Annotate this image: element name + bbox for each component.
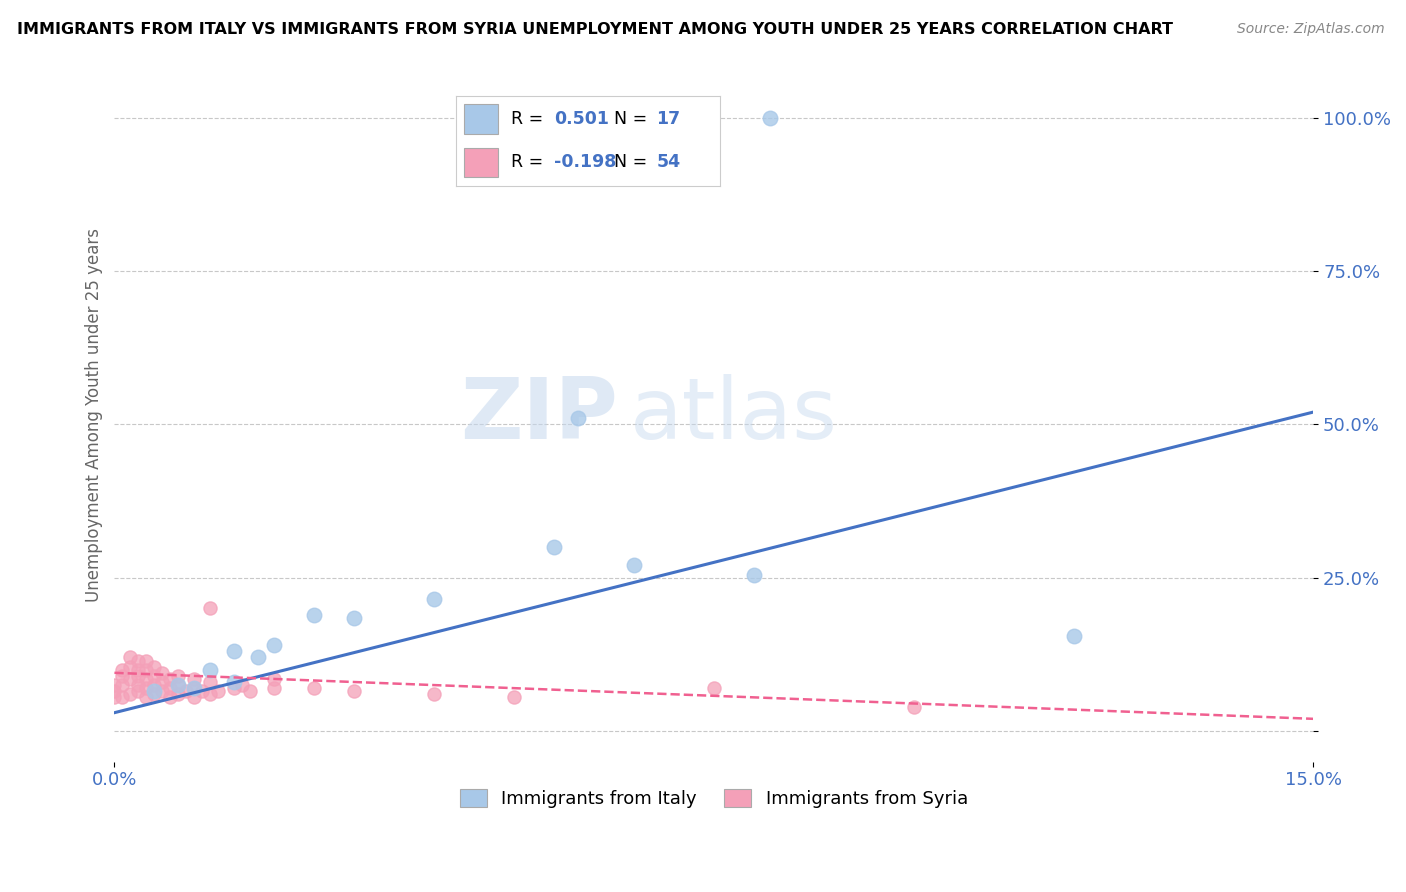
Point — [263, 681, 285, 695]
Point — [127, 684, 149, 698]
Point — [231, 678, 253, 692]
Point — [423, 592, 446, 607]
Legend: Immigrants from Italy, Immigrants from Syria: Immigrants from Italy, Immigrants from S… — [453, 781, 976, 815]
Point — [120, 659, 142, 673]
Point — [127, 663, 149, 677]
Point — [135, 654, 157, 668]
Point — [135, 672, 157, 686]
Point — [127, 654, 149, 668]
Point — [183, 681, 205, 695]
Y-axis label: Unemployment Among Youth under 25 years: Unemployment Among Youth under 25 years — [86, 228, 103, 602]
Point — [200, 675, 222, 690]
Point — [159, 681, 181, 695]
Text: Source: ZipAtlas.com: Source: ZipAtlas.com — [1237, 22, 1385, 37]
Point — [159, 672, 181, 686]
Point — [263, 672, 285, 686]
Point — [135, 690, 157, 705]
Point — [742, 567, 765, 582]
Text: atlas: atlas — [630, 374, 838, 457]
Point — [135, 663, 157, 677]
Point — [343, 684, 366, 698]
Point — [135, 681, 157, 695]
Point — [263, 638, 285, 652]
Point — [759, 111, 782, 125]
Point — [143, 659, 166, 673]
Text: IMMIGRANTS FROM ITALY VS IMMIGRANTS FROM SYRIA UNEMPLOYMENT AMONG YOUTH UNDER 25: IMMIGRANTS FROM ITALY VS IMMIGRANTS FROM… — [17, 22, 1173, 37]
Point — [302, 607, 325, 622]
Point — [167, 687, 190, 701]
Point — [120, 672, 142, 686]
Point — [167, 678, 190, 692]
Point — [103, 684, 125, 698]
Point — [120, 650, 142, 665]
Point — [200, 601, 222, 615]
Point — [143, 684, 166, 698]
Point — [200, 663, 222, 677]
Point — [127, 669, 149, 683]
Point — [183, 681, 205, 695]
Point — [343, 610, 366, 624]
Point — [111, 669, 134, 683]
Text: ZIP: ZIP — [460, 374, 617, 457]
Point — [224, 644, 246, 658]
Point — [302, 681, 325, 695]
Point — [143, 669, 166, 683]
Point — [120, 687, 142, 701]
Point — [150, 665, 173, 680]
Point — [150, 684, 173, 698]
Point — [224, 681, 246, 695]
Point — [183, 672, 205, 686]
Point — [623, 558, 645, 573]
Point — [423, 687, 446, 701]
Point — [111, 663, 134, 677]
Point — [111, 678, 134, 692]
Point — [150, 675, 173, 690]
Point — [903, 699, 925, 714]
Point — [191, 684, 214, 698]
Point — [127, 678, 149, 692]
Point — [703, 681, 725, 695]
Point — [111, 690, 134, 705]
Point — [247, 650, 270, 665]
Point — [239, 684, 262, 698]
Point — [159, 690, 181, 705]
Point — [103, 690, 125, 705]
Point — [200, 687, 222, 701]
Point — [143, 678, 166, 692]
Point — [143, 687, 166, 701]
Point — [167, 669, 190, 683]
Point — [103, 678, 125, 692]
Point — [567, 411, 589, 425]
Point — [167, 678, 190, 692]
Point — [503, 690, 526, 705]
Point — [207, 684, 229, 698]
Point — [543, 540, 565, 554]
Point — [176, 684, 198, 698]
Point — [183, 690, 205, 705]
Point — [1063, 629, 1085, 643]
Point — [224, 675, 246, 690]
